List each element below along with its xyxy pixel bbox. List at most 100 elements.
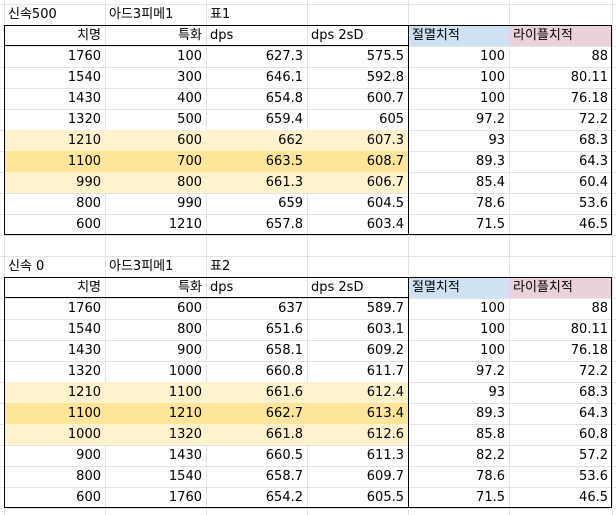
- data-cell[interactable]: 100: [408, 298, 509, 319]
- data-cell[interactable]: 654.8: [265, 91, 303, 106]
- data-cell[interactable]: 800: [177, 322, 202, 337]
- column-header[interactable]: dps 2sD: [311, 28, 364, 43]
- data-cell[interactable]: 100: [408, 67, 509, 88]
- data-cell[interactable]: 85.4: [408, 172, 509, 193]
- data-cell[interactable]: 100: [408, 46, 509, 67]
- data-cell[interactable]: 1000: [168, 364, 202, 379]
- data-cell[interactable]: 100: [408, 88, 509, 109]
- data-cell[interactable]: 97.2: [408, 109, 509, 130]
- data-cell[interactable]: 1000: [4, 424, 105, 445]
- data-cell[interactable]: 1540: [67, 322, 101, 337]
- data-cell[interactable]: 1430: [67, 91, 101, 106]
- data-cell[interactable]: 80.11: [570, 70, 608, 85]
- data-cell[interactable]: 611.7: [366, 364, 404, 379]
- data-cell[interactable]: 659: [278, 196, 303, 211]
- data-cell[interactable]: 93: [408, 382, 509, 403]
- data-cell[interactable]: 612.4: [307, 382, 408, 403]
- column-header[interactable]: dps 2sD: [311, 280, 364, 295]
- data-cell[interactable]: 661.3: [206, 172, 307, 193]
- data-cell[interactable]: 89.3: [408, 151, 509, 172]
- data-cell[interactable]: 900: [76, 448, 101, 463]
- data-cell[interactable]: 605: [379, 112, 404, 127]
- column-header[interactable]: 치명: [77, 28, 101, 43]
- data-cell[interactable]: 660.5: [265, 448, 303, 463]
- data-cell[interactable]: 1760: [67, 49, 101, 64]
- data-cell[interactable]: 990: [4, 172, 105, 193]
- data-cell[interactable]: 1760: [67, 301, 101, 316]
- data-cell[interactable]: 46.5: [579, 490, 608, 505]
- column-header[interactable]: 라이플치적: [509, 25, 612, 46]
- data-cell[interactable]: 72.2: [579, 364, 608, 379]
- data-cell[interactable]: 604.5: [366, 196, 404, 211]
- data-cell[interactable]: 662.7: [206, 403, 307, 424]
- data-cell[interactable]: 1320: [105, 424, 206, 445]
- column-header[interactable]: 특화: [178, 280, 202, 295]
- data-cell[interactable]: 1100: [4, 403, 105, 424]
- title-cell[interactable]: 표1: [210, 7, 231, 22]
- data-cell[interactable]: 1320: [67, 364, 101, 379]
- data-cell[interactable]: 64.3: [579, 154, 608, 169]
- title-cell[interactable]: 신속 0: [8, 259, 45, 274]
- data-cell[interactable]: 627.3: [265, 49, 303, 64]
- data-cell[interactable]: 82.2: [408, 445, 509, 466]
- data-cell[interactable]: 1430: [168, 448, 202, 463]
- data-cell[interactable]: 76.18: [570, 91, 608, 106]
- data-cell[interactable]: 900: [177, 343, 202, 358]
- data-cell[interactable]: 603.1: [366, 322, 404, 337]
- data-cell[interactable]: 1320: [67, 112, 101, 127]
- data-cell[interactable]: 100: [408, 340, 509, 361]
- data-cell[interactable]: 592.8: [366, 70, 404, 85]
- title-cell[interactable]: 신속500: [8, 7, 57, 22]
- data-cell[interactable]: 100: [177, 49, 202, 64]
- title-cell[interactable]: 아드3피메1: [109, 7, 174, 22]
- data-cell[interactable]: 88: [591, 301, 608, 316]
- data-cell[interactable]: 609.2: [366, 343, 404, 358]
- data-cell[interactable]: 658.7: [265, 469, 303, 484]
- column-header[interactable]: 절멸치적: [408, 277, 509, 298]
- data-cell[interactable]: 72.2: [579, 112, 608, 127]
- data-cell[interactable]: 700: [105, 151, 206, 172]
- data-cell[interactable]: 659.4: [265, 112, 303, 127]
- data-cell[interactable]: 658.1: [265, 343, 303, 358]
- data-cell[interactable]: 654.2: [265, 490, 303, 505]
- column-header[interactable]: dps: [210, 280, 234, 295]
- data-cell[interactable]: 608.7: [307, 151, 408, 172]
- data-cell[interactable]: 85.8: [408, 424, 509, 445]
- column-header[interactable]: 특화: [178, 28, 202, 43]
- data-cell[interactable]: 60.4: [579, 175, 608, 190]
- data-cell[interactable]: 1760: [168, 490, 202, 505]
- data-cell[interactable]: 78.6: [408, 193, 509, 214]
- data-cell[interactable]: 662: [206, 130, 307, 151]
- title-cell[interactable]: 표2: [210, 259, 231, 274]
- data-cell[interactable]: 600.7: [366, 91, 404, 106]
- data-cell[interactable]: 1430: [67, 343, 101, 358]
- data-cell[interactable]: 607.3: [307, 130, 408, 151]
- data-cell[interactable]: 400: [177, 91, 202, 106]
- data-cell[interactable]: 1540: [168, 469, 202, 484]
- data-cell[interactable]: 1210: [4, 130, 105, 151]
- data-cell[interactable]: 600: [76, 490, 101, 505]
- data-cell[interactable]: 76.18: [570, 343, 608, 358]
- data-cell[interactable]: 53.6: [579, 469, 608, 484]
- data-cell[interactable]: 1210: [168, 217, 202, 232]
- data-cell[interactable]: 651.6: [265, 322, 303, 337]
- data-cell[interactable]: 71.5: [408, 487, 509, 508]
- data-cell[interactable]: 100: [408, 319, 509, 340]
- data-cell[interactable]: 46.5: [579, 217, 608, 232]
- column-header[interactable]: 절멸치적: [408, 25, 509, 46]
- data-cell[interactable]: 80.11: [570, 322, 608, 337]
- column-header[interactable]: 치명: [77, 280, 101, 295]
- title-cell[interactable]: 아드3피메1: [109, 259, 174, 274]
- data-cell[interactable]: 71.5: [408, 214, 509, 235]
- data-cell[interactable]: 600: [105, 130, 206, 151]
- data-cell[interactable]: 60.8: [579, 427, 608, 442]
- data-cell[interactable]: 1540: [67, 70, 101, 85]
- data-cell[interactable]: 1210: [105, 403, 206, 424]
- data-cell[interactable]: 613.4: [307, 403, 408, 424]
- data-cell[interactable]: 68.3: [579, 385, 608, 400]
- data-cell[interactable]: 605.5: [366, 490, 404, 505]
- data-cell[interactable]: 88: [591, 49, 608, 64]
- data-cell[interactable]: 68.3: [579, 133, 608, 148]
- data-cell[interactable]: 609.7: [366, 469, 404, 484]
- data-cell[interactable]: 646.1: [265, 70, 303, 85]
